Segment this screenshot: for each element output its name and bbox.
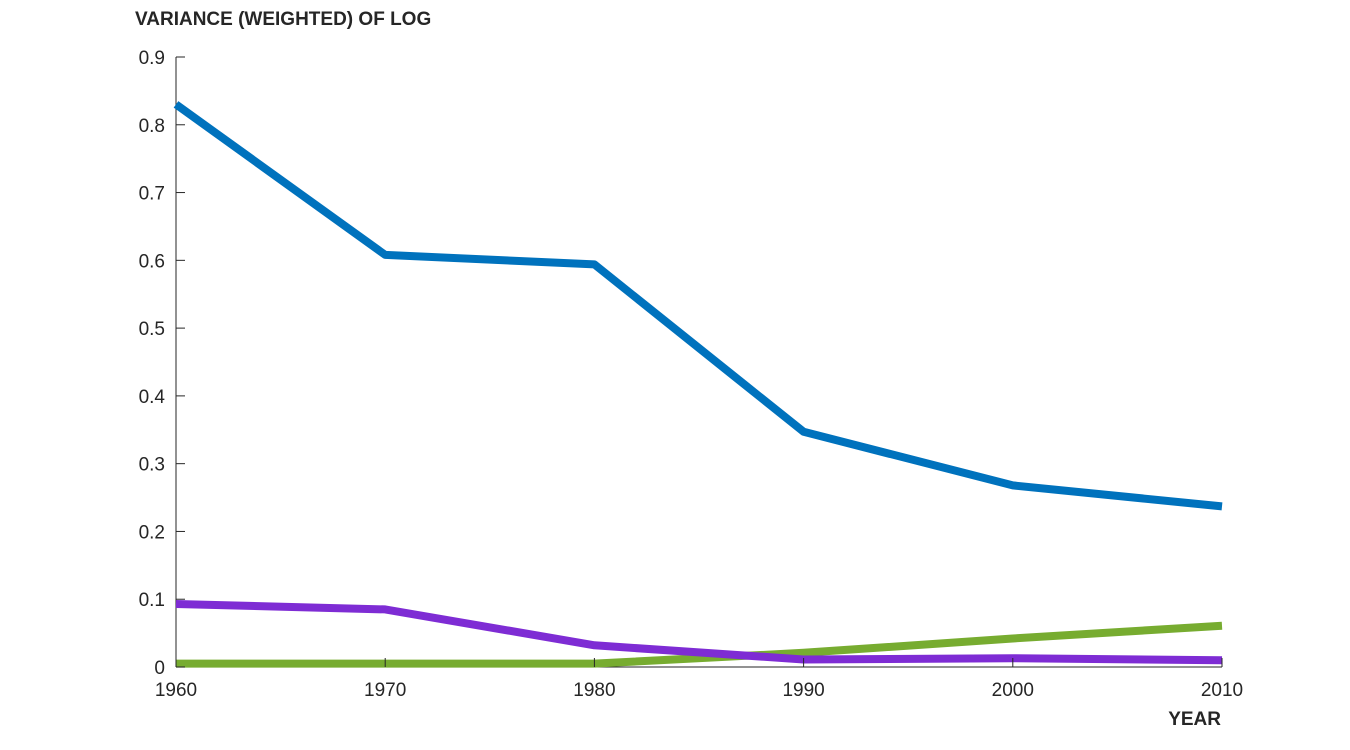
y-tick-label: 0.1	[139, 590, 165, 611]
y-tick-label: 0.6	[139, 251, 165, 272]
x-tick-label: 2000	[992, 680, 1034, 701]
series-line-1	[173, 101, 1223, 511]
series-line-3	[175, 600, 1223, 665]
y-tick-label: 0.5	[139, 319, 165, 340]
series-layer	[173, 101, 1223, 668]
x-tick-label: 1960	[155, 680, 197, 701]
y-tick-label: 0	[154, 658, 165, 679]
y-tick-label: 0.7	[139, 184, 165, 205]
axes	[175, 57, 1222, 668]
x-tick-label: 1990	[782, 680, 824, 701]
y-tick-label: 0.8	[139, 116, 165, 137]
series-line-2	[176, 621, 1223, 668]
y-tick-label: 0.2	[139, 522, 165, 543]
x-tick-label: 1970	[364, 680, 406, 701]
x-axis-label: YEAR	[1168, 709, 1221, 730]
ticks-layer: 1960 1970 1980 1990 2000 2010 0 0.1 0.2 0.3 0.4 0.5…	[139, 48, 1244, 701]
y-tick-label: 0.3	[139, 455, 165, 476]
y-tick-label: 0.4	[139, 387, 166, 408]
y-tick-label: 0.9	[139, 48, 165, 69]
x-tick-label: 1980	[573, 680, 615, 701]
x-tick-label: 2010	[1201, 680, 1243, 701]
y-axis-label: VARIANCE (WEIGHTED) OF LOG	[135, 9, 431, 30]
